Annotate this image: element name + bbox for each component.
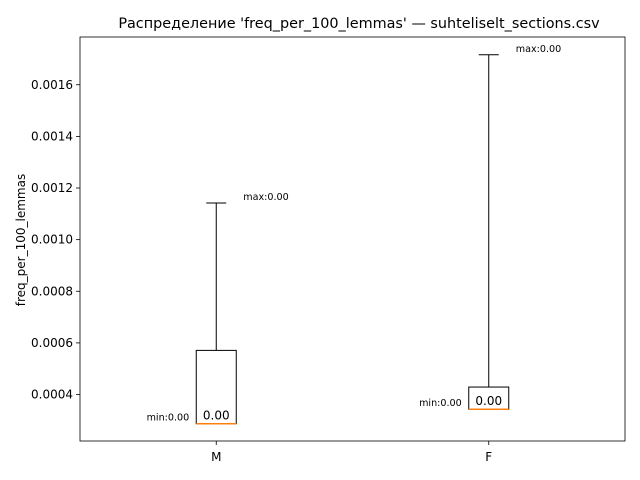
y-tick-label: 0.0008 xyxy=(31,284,73,298)
y-tick-label: 0.0004 xyxy=(31,388,73,402)
chart-title: Распределение 'freq_per_100_lemmas' — su… xyxy=(118,16,600,32)
box-max-label: max:0.00 xyxy=(516,44,562,55)
box-min-label: min:0.00 xyxy=(419,398,462,409)
x-tick-label: M xyxy=(211,450,221,464)
box-min-label: min:0.00 xyxy=(147,413,190,424)
y-tick-label: 0.0016 xyxy=(31,78,73,92)
box-max-label: max:0.00 xyxy=(243,192,289,203)
x-tick-label: F xyxy=(485,450,492,464)
box-median-label: 0.00 xyxy=(203,409,230,423)
y-tick-label: 0.0006 xyxy=(31,336,73,350)
y-tick-label: 0.0014 xyxy=(31,129,73,143)
y-tick-label: 0.0010 xyxy=(31,233,73,247)
plot-area: 0.0004 0.0006 0.0008 0.0010 0.0012 0.0014 0.00… xyxy=(31,36,626,464)
axes-frame xyxy=(79,36,626,442)
y-tick-label: 0.0012 xyxy=(31,181,73,195)
box-median-label: 0.00 xyxy=(475,394,502,408)
y-axis-label: freq_per_100_lemmas xyxy=(14,174,28,306)
